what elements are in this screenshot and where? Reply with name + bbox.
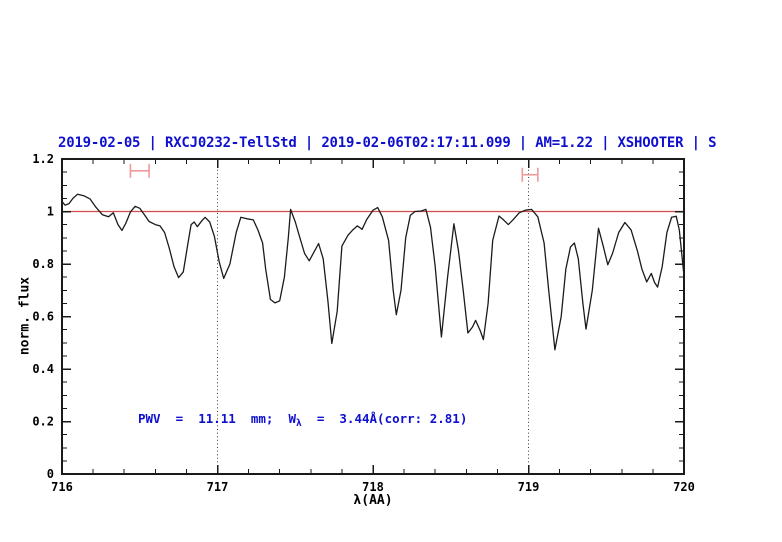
x-tick-label: 719 — [518, 480, 540, 494]
y-tick-label: 0.4 — [32, 362, 54, 376]
x-tick-label: 717 — [207, 480, 229, 494]
figure-title: 2019-02-05 | RXCJ0232-TellStd | 2019-02-… — [58, 135, 717, 151]
y-tick-label: 0.8 — [32, 257, 54, 271]
lambda-subscript: λ — [296, 418, 302, 429]
x-axis-label: λ(AA) — [353, 493, 393, 508]
y-tick-label: 0.2 — [32, 415, 54, 429]
y-tick-label: 1.2 — [32, 152, 54, 166]
pwv-annotation-text: PWV = 11.11 mm; W — [138, 411, 297, 426]
pwv-annotation-value: = 3.44Å(corr: 2.81) — [301, 411, 468, 426]
x-tick-label: 718 — [362, 480, 384, 494]
y-tick-label: 1 — [47, 205, 54, 219]
y-tick-label: 0.6 — [32, 310, 54, 324]
y-tick-label: 0 — [47, 467, 54, 481]
y-axis-label: norm. flux — [17, 276, 33, 356]
telluric-range-marker — [129, 163, 150, 178]
x-tick-label: 720 — [673, 480, 695, 494]
spectrum-curve — [61, 193, 685, 351]
pwv-annotation: PWV = 11.11 mm; Wλ = 3.44Å(corr: 2.81) — [138, 411, 467, 429]
x-tick-label: 716 — [51, 480, 73, 494]
telluric-range-marker — [521, 167, 539, 182]
